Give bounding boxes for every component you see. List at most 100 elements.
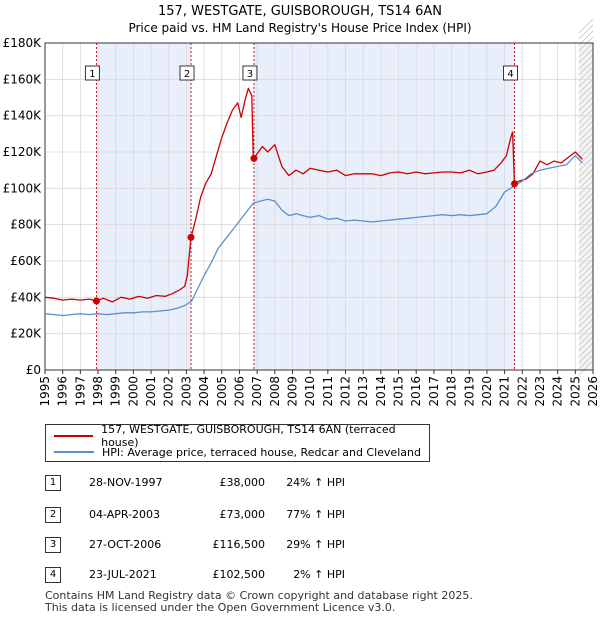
legend-item-hpi: HPI: Average price, terraced house, Redc… [54,444,421,460]
footer-copyright: Contains HM Land Registry data © Crown c… [45,589,473,602]
sale-marker-box [242,65,258,81]
sale-date: 04-APR-2003 [89,508,161,521]
y-tick-label: £60K [10,254,42,268]
y-tick-label: £100K [3,181,43,195]
x-tick-label: 2007 [250,376,264,407]
sale-number-badge: 1 [45,475,61,491]
x-tick-label: 2019 [462,376,476,407]
hatch-line [578,24,594,40]
hatch-line [578,36,594,52]
hatch-line [578,240,594,256]
hatch-line [578,120,594,136]
y-tick-label: £40K [10,290,42,304]
table-row: 4 23-JUL-2021 £102,500 2% ↑ HPI [45,567,445,583]
hatch-line [578,246,594,262]
x-tick-label: 2010 [303,376,317,407]
hatch-line [578,138,594,154]
hatch-line [578,252,594,268]
x-tick-label: 2004 [197,376,211,407]
chart-subtitle: Price paid vs. HM Land Registry's House … [128,21,471,35]
series-line-property [44,87,583,303]
hatch-line [578,324,594,340]
hatch-line [578,72,594,88]
sale-point [92,297,100,305]
footer-license: This data is licensed under the Open Gov… [45,601,396,614]
x-tick-label: 2013 [356,376,370,407]
sale-marker-box [503,65,519,81]
hatch-line [578,96,594,112]
sale-marker-label: 2 [184,69,190,80]
hatch-line [578,150,594,166]
hatch-line [578,342,594,358]
sale-point [250,154,258,162]
hatch-line [578,42,594,58]
x-tick-label: 2000 [126,376,140,407]
hatch-line [578,198,594,214]
hatch-line [578,114,594,130]
y-tick-label: £80K [10,218,42,232]
hatch-line [578,102,594,118]
sale-marker-label: 3 [247,69,253,80]
hatch-line [578,360,594,376]
y-tick-label: £160K [3,72,43,86]
hatch-line [578,300,594,316]
sale-number-badge: 4 [45,567,61,583]
hatch-line [578,84,594,100]
x-tick-label: 1998 [91,376,105,407]
hatch-line [578,156,594,172]
x-tick-label: 2001 [144,376,158,407]
x-tick-label: 2008 [268,376,282,407]
hatch-line [578,204,594,220]
chart-title: 157, WESTGATE, GUISBOROUGH, TS14 6AN [158,4,442,19]
table-row: 2 04-APR-2003 £73,000 77% ↑ HPI [45,507,445,523]
legend-swatch-property [54,435,94,437]
sale-hpi-change: 24% ↑ HPI [286,476,345,489]
y-tick-label: £20K [10,327,42,341]
hatch-line [578,18,594,34]
hatch-line [578,336,594,352]
sale-price: £116,500 [212,538,266,551]
x-tick-label: 2015 [392,376,406,407]
footer-note: Contains HM Land Registry data © Crown c… [45,590,473,614]
x-tick-label: 2009 [285,376,299,407]
hatch-line [578,54,594,70]
x-tick-label: 2020 [480,376,494,407]
hatch-line [578,162,594,178]
x-tick-label: 2014 [374,376,388,407]
sale-marker-box [84,65,100,81]
hatch-line [578,132,594,148]
hatch-line [578,126,594,142]
hatch-line [578,168,594,184]
hatch-line [578,216,594,232]
sale-point [511,180,519,188]
sale-price: £73,000 [219,508,266,521]
x-tick-label: 2006 [232,376,246,407]
hatch-line [578,180,594,196]
legend-swatch-hpi [54,451,94,453]
sale-marker-label: 1 [89,69,95,80]
y-tick-label: £180K [3,36,43,50]
x-tick-label: 2023 [533,376,547,407]
x-tick-label: 2003 [179,376,193,407]
x-tick-label: 2017 [427,376,441,407]
plot-frame [44,42,594,371]
sale-point [187,233,195,241]
hatch-line [578,60,594,76]
hatch-line [578,348,594,364]
x-tick-label: 2025 [568,376,582,407]
sale-number-badge: 2 [45,507,61,523]
sale-marker-label: 4 [507,69,513,80]
sale-marker-box [179,65,195,81]
sale-price: £38,000 [219,476,266,489]
legend-item-property: 157, WESTGATE, GUISBOROUGH, TS14 6AN (te… [54,423,429,449]
x-tick-label: 1999 [109,376,123,407]
ownership-shade [96,43,192,370]
hatch-line [578,330,594,346]
hatch-line [578,66,594,82]
x-tick-label: 1995 [38,376,52,407]
hatch-line [578,222,594,238]
x-tick-label: 2012 [339,376,353,407]
sale-number-badge: 3 [45,537,61,553]
hatch-line [578,264,594,280]
price-chart: 157, WESTGATE, GUISBOROUGH, TS14 6AN Pri… [3,4,600,407]
